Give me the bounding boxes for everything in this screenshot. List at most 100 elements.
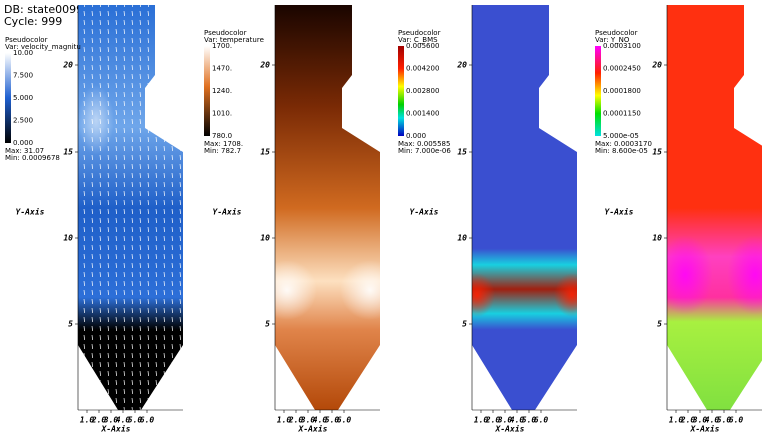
plot-area (472, 5, 577, 410)
color-bar (398, 46, 404, 136)
y-tick-label: 10 (457, 234, 467, 243)
x-tick-label: 3.0 (300, 416, 316, 425)
field (667, 5, 762, 410)
x-tick-label: 4.0 (705, 416, 720, 425)
legend-tick: 0.002800 (406, 87, 439, 95)
x-tick-label: 2.0 (91, 416, 107, 425)
legend-tick: 1010. (212, 110, 232, 118)
legend-var: Var: C_BMS (398, 36, 438, 44)
x-tick-label: 2.0 (485, 416, 501, 425)
field (275, 5, 380, 410)
y-tick-label: 20 (62, 61, 73, 70)
concentration-zone (554, 273, 577, 317)
y-tick-label: 20 (456, 61, 467, 70)
x-tick-label: 2.0 (680, 416, 696, 425)
legend-tick: 0.0002450 (603, 65, 641, 73)
y-tick-label: 5 (265, 320, 270, 329)
y-tick-label: 20 (259, 61, 270, 70)
legend-min: Min: 8.600e-05 (595, 147, 648, 155)
x-tick-label: 6.0 (729, 416, 744, 425)
legend-max: Max: 0.0003170 (595, 140, 652, 148)
legend-tick: 0.0001800 (603, 87, 641, 95)
legend-var: Var: Y_NO (595, 36, 630, 44)
hot-zone (340, 260, 380, 320)
field (472, 5, 577, 410)
y-tick-label: 10 (63, 234, 73, 243)
hot-zone (275, 260, 317, 320)
x-tick-label: 2.0 (288, 416, 304, 425)
y-tick-label: 15 (652, 148, 662, 157)
x-tick-label: 1.0 (669, 416, 684, 425)
y-axis-label: Y-Axis (213, 207, 242, 217)
legend-title: Pseudocolor (5, 36, 48, 44)
legend-tick: 7.500 (13, 72, 33, 80)
legend-title: Pseudocolor (595, 29, 638, 37)
x-tick-label: 3.0 (497, 416, 513, 425)
legend-max: Max: 0.005585 (398, 140, 450, 148)
x-tick-label: 6.0 (534, 416, 549, 425)
x-axis-label: X-Axis (101, 424, 131, 434)
x-tick-label: 5.0 (522, 416, 537, 425)
y-tick-label: 5 (462, 320, 467, 329)
legend-tick: 5.000 (13, 94, 33, 102)
x-tick-label: 6.0 (337, 416, 352, 425)
x-tick-label: 5.0 (128, 416, 143, 425)
x-tick-label: 1.0 (277, 416, 292, 425)
x-axis-label: X-Axis (298, 424, 328, 434)
x-tick-label: 5.0 (325, 416, 340, 425)
legend-tick: 1240. (212, 87, 232, 95)
y-tick-label: 15 (457, 148, 467, 157)
legend-max: Max: 1708. (204, 140, 243, 148)
legend-tick: 0.0003100 (603, 42, 641, 50)
y-tick-label: 5 (657, 320, 662, 329)
y-tick-label: 10 (652, 234, 662, 243)
x-tick-label: 3.0 (692, 416, 708, 425)
x-tick-label: 1.0 (80, 416, 95, 425)
legend-tick: 10.00 (13, 49, 33, 57)
x-axis-label: X-Axis (495, 424, 525, 434)
legend-var: Var: temperature (204, 36, 264, 44)
x-axis-label: X-Axis (690, 424, 720, 434)
legend-title: Pseudocolor (398, 29, 441, 37)
legend-tick: 2.500 (13, 117, 33, 125)
legend-min: Min: 0.0009678 (5, 154, 60, 162)
x-tick-label: 4.0 (510, 416, 525, 425)
x-tick-label: 4.0 (116, 416, 131, 425)
legend-tick: 0.005600 (406, 42, 439, 50)
legend-tick: 0.004200 (406, 65, 439, 73)
x-tick-label: 5.0 (717, 416, 732, 425)
legend-tick: 780.0 (212, 132, 232, 140)
y-axis-label: Y-Axis (410, 207, 439, 217)
color-bar (5, 53, 11, 143)
legend-tick: 5.000e-05 (603, 132, 639, 140)
y-axis-label: Y-Axis (16, 207, 45, 217)
legend-title: Pseudocolor (204, 29, 247, 37)
legend-min: Min: 782.7 (204, 147, 241, 155)
no-zone (667, 235, 713, 315)
color-bar (595, 46, 601, 136)
x-tick-label: 1.0 (474, 416, 489, 425)
legend-min: Min: 7.000e-06 (398, 147, 451, 155)
cycle-label: Cycle: 999 (4, 15, 62, 28)
velocity-arrows (78, 5, 183, 410)
y-tick-label: 15 (260, 148, 270, 157)
x-tick-label: 3.0 (103, 416, 119, 425)
color-bar (204, 46, 210, 136)
y-tick-label: 5 (68, 320, 73, 329)
y-axis-label: Y-Axis (605, 207, 634, 217)
legend-tick: 1470. (212, 65, 232, 73)
y-tick-label: 10 (260, 234, 270, 243)
y-tick-label: 15 (63, 148, 73, 157)
db-label: DB: state00999 (4, 3, 90, 16)
legend-max: Max: 31.07 (5, 147, 44, 155)
legend-tick: 0.001400 (406, 110, 439, 118)
plot-area (275, 5, 380, 410)
legend-var: Var: velocity_magnitu (5, 43, 81, 51)
y-tick-label: 20 (651, 61, 662, 70)
legend-tick: 1700. (212, 42, 232, 50)
no-zone (727, 235, 762, 315)
plot-area (667, 5, 762, 410)
legend-tick: 0.000 (13, 139, 33, 147)
legend-tick: 0.000 (406, 132, 426, 140)
